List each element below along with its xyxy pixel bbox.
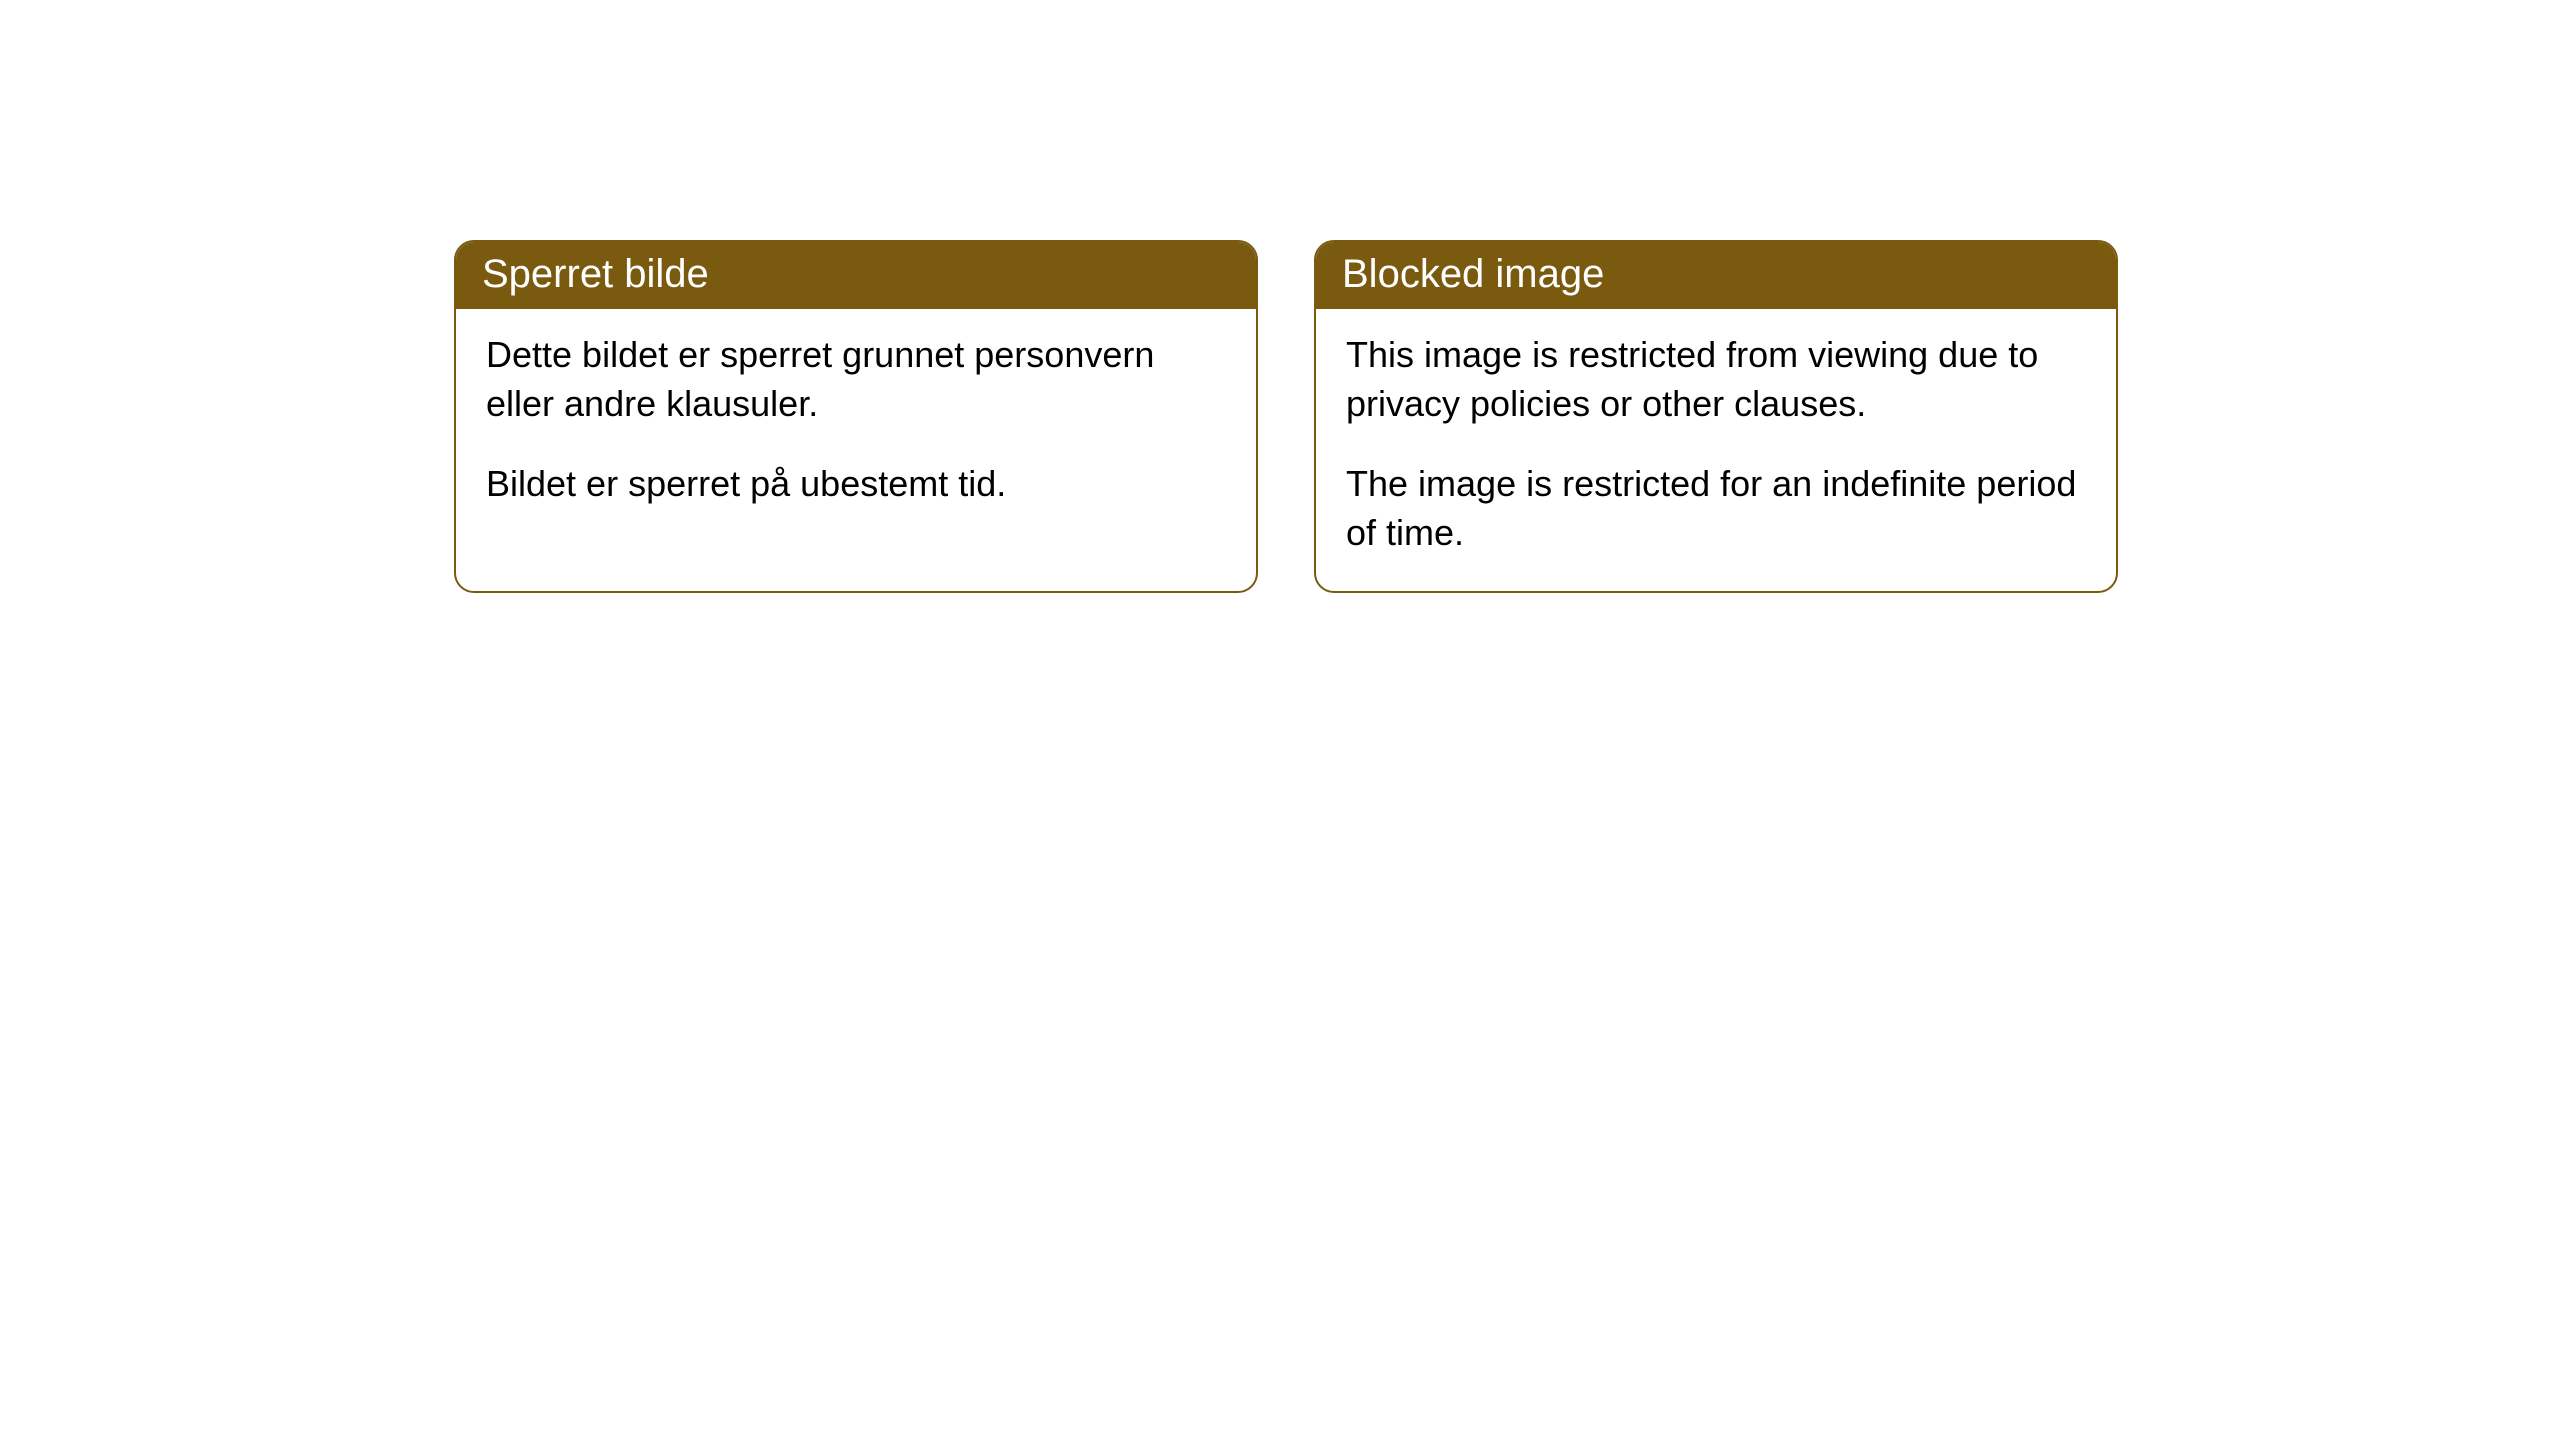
blocked-image-card-norwegian: Sperret bilde Dette bildet er sperret gr… [454, 240, 1258, 593]
card-paragraph-1-norwegian: Dette bildet er sperret grunnet personve… [486, 331, 1226, 428]
card-paragraph-2-norwegian: Bildet er sperret på ubestemt tid. [486, 460, 1226, 509]
card-header-english: Blocked image [1316, 242, 2116, 309]
card-body-english: This image is restricted from viewing du… [1316, 309, 2116, 591]
card-header-norwegian: Sperret bilde [456, 242, 1256, 309]
card-title-english: Blocked image [1342, 252, 1604, 296]
notice-cards-container: Sperret bilde Dette bildet er sperret gr… [454, 240, 2118, 593]
blocked-image-card-english: Blocked image This image is restricted f… [1314, 240, 2118, 593]
card-paragraph-1-english: This image is restricted from viewing du… [1346, 331, 2086, 428]
card-paragraph-2-english: The image is restricted for an indefinit… [1346, 460, 2086, 557]
card-title-norwegian: Sperret bilde [482, 252, 709, 296]
card-body-norwegian: Dette bildet er sperret grunnet personve… [456, 309, 1256, 543]
